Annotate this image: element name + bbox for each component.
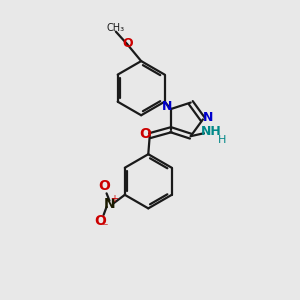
Text: O: O: [94, 214, 106, 228]
Text: N: N: [104, 197, 115, 211]
Text: ⁻: ⁻: [101, 221, 108, 234]
Text: N: N: [203, 111, 213, 124]
Text: +: +: [110, 194, 118, 204]
Text: O: O: [122, 37, 133, 50]
Text: N: N: [162, 100, 172, 112]
Text: O: O: [98, 179, 110, 193]
Text: O: O: [139, 127, 151, 141]
Text: H: H: [218, 135, 226, 145]
Text: CH₃: CH₃: [107, 22, 125, 32]
Text: NH: NH: [201, 125, 222, 138]
